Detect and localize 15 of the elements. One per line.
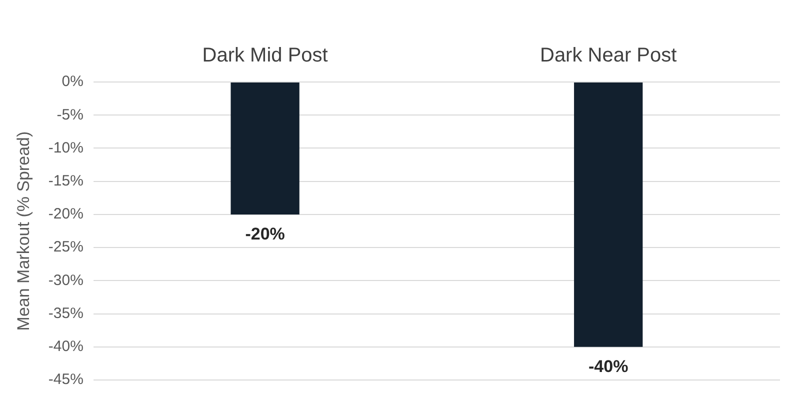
y-tick-label: -10%	[48, 139, 84, 156]
y-tick-label: -20%	[48, 206, 84, 223]
y-tick-label: -25%	[48, 238, 84, 256]
y-tick-label: -40%	[48, 338, 84, 356]
y-tick-label: -15%	[48, 172, 84, 190]
y-tick-label: -35%	[48, 304, 84, 322]
y-tick-label: -30%	[48, 272, 84, 289]
x-tick-label: Dark Mid Post	[202, 44, 328, 67]
y-axis-title: Mean Markout (% Spread)	[14, 131, 33, 331]
x-tick-label: Dark Near Post	[540, 44, 678, 67]
data-label: -40%	[588, 357, 628, 376]
y-tick-label: -5%	[56, 106, 84, 124]
y-tick-label: 0%	[62, 73, 84, 90]
data-label: -20%	[245, 224, 285, 244]
y-tick-label: -45%	[48, 371, 84, 388]
